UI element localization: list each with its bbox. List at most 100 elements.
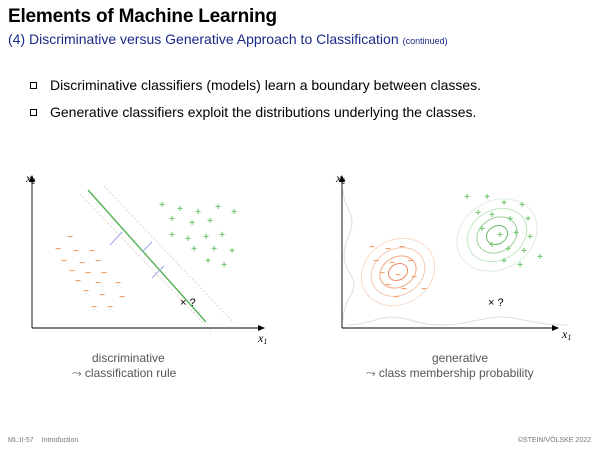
plus-point: +: [229, 246, 235, 257]
plus-point: +: [211, 244, 217, 255]
plus-point: +: [484, 192, 490, 203]
slide-id: ML:II-57: [8, 437, 34, 444]
minus-point: −: [61, 256, 67, 267]
plus-point: +: [219, 230, 225, 241]
minus-point: −: [379, 268, 385, 279]
slide-subtitle: (4) Discriminative versus Generative App…: [8, 31, 448, 47]
decision-boundary-line: [87, 189, 207, 323]
plus-point: +: [507, 214, 513, 225]
footer-left: ML:II-57 Introduction: [8, 437, 78, 444]
minus-point: −: [393, 292, 399, 303]
section-name: Introduction: [41, 437, 79, 444]
x-axis-label: x1: [561, 327, 571, 342]
plus-point: +: [185, 234, 191, 245]
x-axis-label: x1: [257, 331, 267, 345]
left-caption-line2: ⤳ classification rule: [72, 366, 177, 380]
minus-point: −: [73, 246, 79, 257]
plus-point: +: [464, 192, 470, 203]
minus-point: −: [421, 284, 427, 295]
plus-point: +: [203, 232, 209, 243]
plus-point: +: [489, 240, 495, 251]
x-axis-arrow-icon: [258, 325, 265, 331]
minus-point: −: [75, 276, 81, 287]
minus-point: −: [411, 272, 417, 283]
minus-point: −: [389, 258, 395, 269]
margin-line-upper: [103, 185, 235, 324]
plus-point: +: [479, 224, 485, 235]
plus-point: +: [221, 260, 227, 271]
plus-point: +: [169, 214, 175, 225]
plus-point: +: [517, 260, 523, 271]
minus-point: −: [101, 268, 107, 279]
minus-point: −: [95, 278, 101, 289]
right-caption-line2: ⤳ class membership probability: [366, 366, 534, 380]
bullet-box-icon: [30, 82, 37, 89]
minus-point: −: [99, 290, 105, 301]
y-axis-label: x2: [335, 171, 345, 186]
plus-point: +: [521, 246, 527, 257]
minus-point: −: [119, 292, 125, 303]
margin-tick: [109, 231, 123, 246]
plus-point: +: [231, 207, 237, 218]
plus-point: +: [501, 256, 507, 267]
bullet-list: Discriminative classifiers (models) lear…: [30, 77, 481, 131]
right-caption: generative ⤳ class membership probabilit…: [366, 351, 534, 381]
generative-plot: + ++ ++ + + +++ + ++ + ++ ++− − −− − −− − −− − −− x1 x2 × …: [335, 171, 571, 342]
y-axis-arrow-icon: [339, 175, 345, 182]
marginal-density-y-curve: [342, 189, 355, 321]
slide-title: Elements of Machine Learning: [8, 6, 277, 27]
plus-point: +: [501, 198, 507, 209]
minus-point: −: [115, 278, 121, 289]
minus-point: −: [67, 232, 73, 243]
minus-point: −: [385, 280, 391, 291]
plus-point: +: [215, 202, 221, 213]
y-axis-arrow-icon: [29, 175, 35, 182]
plus-point: +: [205, 256, 211, 267]
bullet-box-icon: [30, 109, 37, 116]
x-axis-arrow-icon: [552, 325, 559, 331]
minus-point: −: [107, 302, 113, 313]
bullet-item: Generative classifiers exploit the distr…: [30, 104, 481, 120]
plus-point: +: [177, 204, 183, 215]
y-axis-label: x2: [25, 171, 35, 186]
plus-point: +: [513, 228, 519, 239]
minus-point: −: [83, 286, 89, 297]
minus-point: −: [399, 242, 405, 253]
left-caption-line1: discriminative: [92, 351, 165, 365]
minus-point: −: [79, 258, 85, 269]
subtitle-note: (continued): [402, 36, 448, 46]
minus-point: −: [89, 246, 95, 257]
subtitle-text: (4) Discriminative versus Generative App…: [8, 31, 399, 47]
marginal-density-x-curve: [346, 316, 569, 326]
minus-point: −: [69, 266, 75, 277]
query-point-label: × ?: [488, 297, 504, 309]
margin-tick: [141, 241, 153, 253]
minus-point: −: [55, 244, 61, 255]
plus-class-contours: [456, 198, 538, 272]
plus-point: +: [191, 244, 197, 255]
plus-point: +: [497, 230, 503, 241]
plus-point: +: [489, 210, 495, 221]
plus-point: +: [519, 200, 525, 211]
margin-tick: [151, 265, 165, 279]
plus-point: +: [207, 216, 213, 227]
minus-point: −: [369, 242, 375, 253]
right-caption-line1: generative: [432, 351, 489, 365]
discriminative-plot: + + + + ++ + ++ + + ++ + ++ +−− − −− − −− − −− − −− − −−− x1 x…: [25, 171, 267, 345]
bullet-text: Generative classifiers exploit the distr…: [50, 104, 477, 120]
left-caption: discriminative ⤳ classification rule: [72, 351, 176, 381]
minus-point: −: [91, 302, 97, 313]
minus-point: −: [395, 270, 401, 281]
plus-point: +: [195, 207, 201, 218]
query-point-label: × ?: [180, 297, 196, 309]
bullet-text: Discriminative classifiers (models) lear…: [50, 77, 482, 93]
minus-point: −: [95, 256, 101, 267]
minus-point: −: [385, 244, 391, 255]
minus-point: −: [373, 256, 379, 267]
bullet-item: Discriminative classifiers (models) lear…: [30, 77, 481, 93]
minus-point: −: [407, 256, 413, 267]
minus-point: −: [85, 268, 91, 279]
plus-point: +: [525, 214, 531, 225]
right-data-points: + ++ ++ + + +++ + ++ + ++ ++− − −− − −− − −− − −−: [369, 192, 543, 303]
